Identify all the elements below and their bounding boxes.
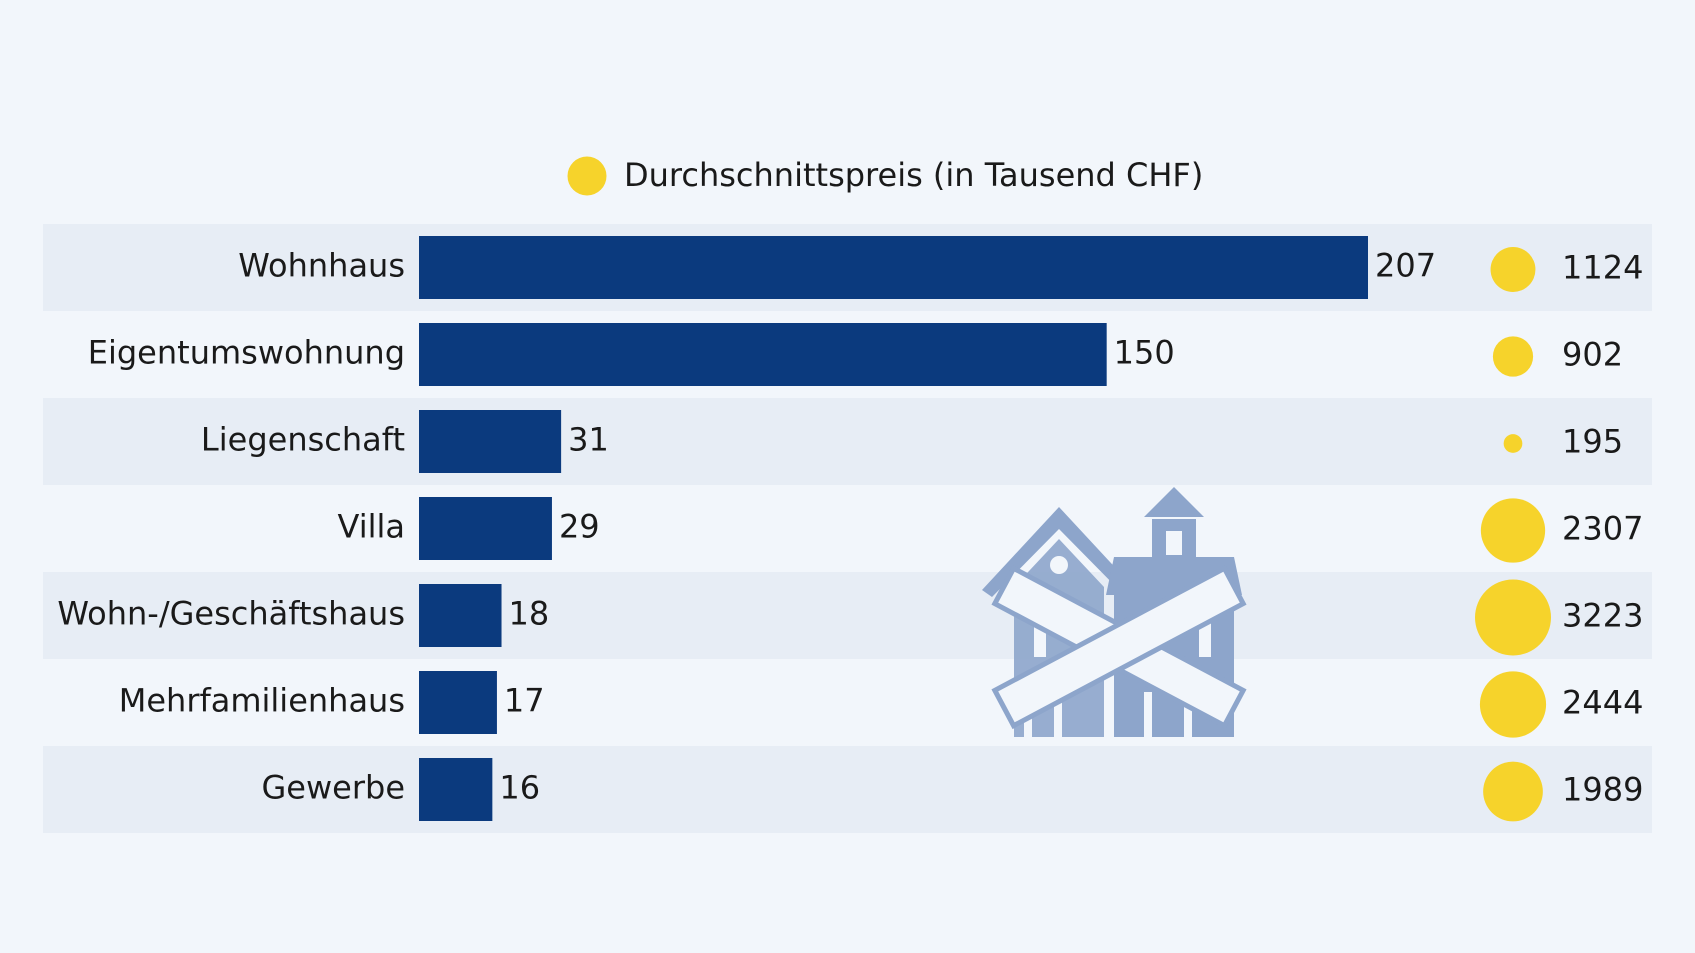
value-label: 18 <box>509 595 550 633</box>
bar <box>419 671 497 734</box>
bubble <box>1492 336 1534 377</box>
bubble-label: 3223 <box>1562 597 1643 635</box>
bubble-label: 195 <box>1562 423 1623 461</box>
value-label: 16 <box>499 769 540 807</box>
value-label: 29 <box>559 508 600 546</box>
row-band <box>43 572 1652 659</box>
house-icon <box>982 487 1247 737</box>
bubble-label: 902 <box>1562 336 1623 374</box>
value-label: 31 <box>568 421 609 459</box>
category-label: Wohn-/Geschäftshaus <box>57 595 405 633</box>
category-label: Mehrfamilienhaus <box>119 682 405 720</box>
value-label: 17 <box>504 682 545 720</box>
bubble <box>1503 434 1523 453</box>
category-label: Eigentumswohnung <box>88 334 405 372</box>
bar <box>419 584 502 647</box>
bubble-label: 2444 <box>1562 684 1643 722</box>
category-label: Liegenschaft <box>201 421 405 459</box>
bubble <box>1483 761 1543 822</box>
category-label: Gewerbe <box>262 769 406 807</box>
bar <box>419 758 493 821</box>
category-label: Villa <box>338 508 405 546</box>
bar <box>419 497 552 560</box>
bubble-label: 2307 <box>1562 510 1643 548</box>
bar <box>419 236 1368 299</box>
value-label: 207 <box>1375 247 1436 285</box>
bubble <box>1480 498 1546 563</box>
bubble <box>1479 671 1547 738</box>
bubble <box>1475 579 1551 656</box>
bar <box>419 410 562 473</box>
category-label: Wohnhaus <box>238 247 405 285</box>
bubble-label: 1124 <box>1562 249 1643 287</box>
legend-label: Durchschnittspreis (in Tausend CHF) <box>624 156 1203 194</box>
row-band <box>43 398 1652 485</box>
legend-marker <box>567 156 607 196</box>
row-band <box>43 746 1652 833</box>
bar <box>419 323 1107 386</box>
bubble <box>1490 247 1536 292</box>
bubble-label: 1989 <box>1562 771 1643 809</box>
value-label: 150 <box>1114 334 1175 372</box>
